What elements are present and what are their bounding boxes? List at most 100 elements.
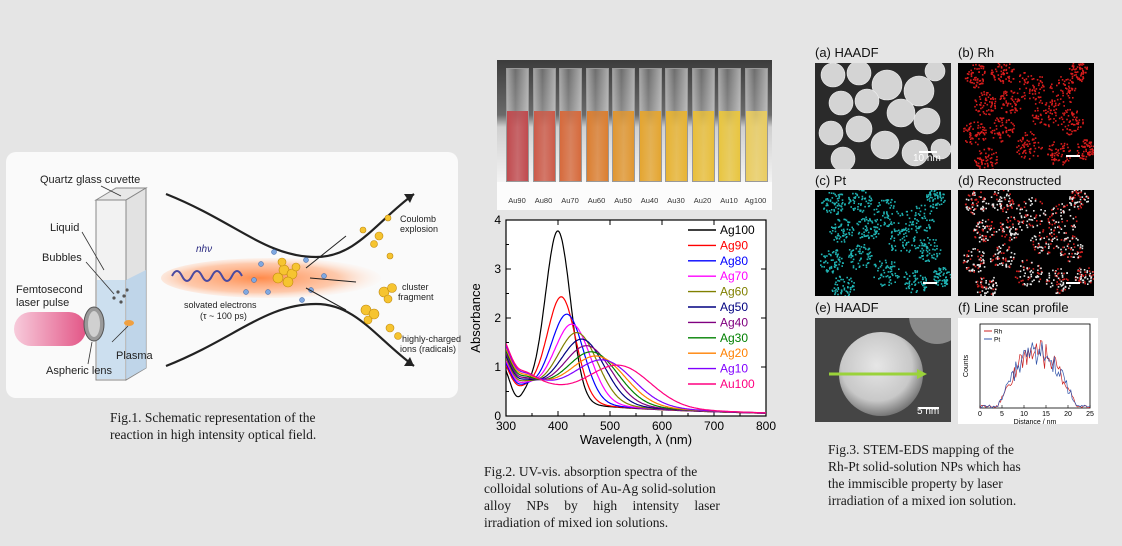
vial-liquid (534, 111, 555, 181)
nanoparticle-map (821, 192, 846, 215)
nanoparticle (847, 63, 871, 85)
y-tick-label: 1 (494, 360, 501, 374)
nanoparticle-map (873, 260, 899, 287)
nanoparticle-map (1030, 227, 1058, 255)
panel-e-label: (e) HAADF (815, 300, 879, 315)
x-tick-label: 5 (1000, 411, 1004, 418)
nanoparticle-map (965, 191, 990, 215)
nanoparticle (831, 147, 855, 169)
y-tick-label: 4 (494, 213, 501, 227)
vial (718, 68, 741, 182)
nanoparticle-map (915, 237, 942, 262)
vial (559, 68, 582, 182)
x-tick-label: 25 (1086, 411, 1094, 418)
nanoparticle (887, 99, 915, 127)
x-tick-label: 0 (978, 411, 982, 418)
fig3-caption-line: Rh-Pt solid-solution NPs which has (828, 458, 1070, 475)
vial-label: Ag100 (741, 196, 771, 205)
y-axis-label: Counts (963, 354, 970, 377)
panel-d-reconstructed (958, 190, 1094, 296)
vial (639, 68, 662, 182)
vial-label: Au60 (582, 196, 612, 205)
nanoparticle-map (1050, 76, 1077, 107)
nanoparticle-map (829, 219, 854, 243)
fig2-caption-line: irradiation of mixed ion solutions. (484, 514, 766, 531)
nanoparticle-map (1069, 190, 1089, 210)
nanoparticle (819, 121, 843, 145)
label-bubbles: Bubbles (42, 252, 82, 264)
nanoparticle-map (990, 117, 1016, 142)
legend-label: Ag30 (720, 331, 748, 345)
nanoparticle-map (965, 64, 986, 89)
vial-liquid (719, 111, 740, 181)
label-laser-pulse: laser pulse (16, 297, 69, 309)
panel-e-haadf: 5 nm (815, 318, 951, 422)
vial-label: Au80 (529, 196, 559, 205)
vial-liquid (587, 111, 608, 181)
x-tick-label: 700 (704, 419, 724, 433)
fig1-caption: Fig.1. Schematic representation of the r… (110, 409, 410, 443)
vial (665, 68, 688, 182)
scale-bar (1066, 155, 1080, 157)
scale-bar-label: 10 nm (913, 153, 941, 164)
vial-liquid (560, 111, 581, 181)
nanoparticle-map (1048, 203, 1078, 234)
vial-liquid (507, 111, 528, 181)
panel-f-line-scan: 0 5 10 15 20 25 Distance / nm Counts Rh Pt (958, 318, 1098, 424)
legend-label: Au100 (720, 377, 755, 391)
vial (506, 68, 529, 182)
vial-label: Au30 (661, 196, 691, 205)
fig1-panel: Quartz glass cuvette Liquid Bubbles Femt… (6, 152, 458, 398)
x-tick-label: 20 (1064, 411, 1072, 418)
label-nhv: nhν (196, 244, 212, 255)
fig1-caption-line: Fig.1. Schematic representation of the (110, 409, 410, 426)
x-axis-label: Distance / nm (1014, 419, 1057, 424)
x-tick-label: 600 (652, 419, 672, 433)
scale-bar (923, 282, 937, 284)
label-fragment: fragment (398, 292, 434, 302)
panel-b-rh (958, 63, 1094, 169)
nanoparticle-map (1016, 197, 1046, 228)
nanoparticle (821, 63, 845, 87)
legend-label: Ag90 (720, 238, 748, 252)
vial (745, 68, 768, 182)
nanoparticle-map (963, 122, 987, 146)
vial-label: Au10 (714, 196, 744, 205)
nanoparticle-map (848, 190, 872, 213)
nanoparticle-map (1016, 131, 1043, 160)
legend-label: Ag40 (720, 315, 748, 329)
legend-label: Ag70 (720, 269, 748, 283)
vial (692, 68, 715, 182)
fig2-caption: Fig.2. UV-vis. absorption spectra of the… (484, 463, 766, 531)
nanoparticle-map (933, 267, 951, 287)
vial-photo: Au90 Au80 Au70 Au60 Au50 Au40 Au30 Au20 Au10 Ag10… (497, 60, 772, 210)
panel-a-label: (a) HAADF (815, 45, 879, 60)
fig1-schematic (6, 152, 458, 398)
nanoparticle-map (848, 244, 873, 270)
legend-label: Ag80 (720, 254, 748, 268)
panel-f-label: (f) Line scan profile (958, 300, 1069, 315)
label-liquid: Liquid (50, 222, 79, 234)
legend-label: Ag60 (720, 285, 748, 299)
legend-label: Ag20 (720, 346, 748, 360)
nanoparticle-map (974, 148, 998, 169)
nanoparticle-map (1046, 268, 1071, 294)
vial (612, 68, 635, 182)
nanoparticle (925, 63, 945, 81)
x-tick-label: 400 (548, 419, 568, 433)
vial-liquid (666, 111, 687, 181)
nanoparticle-map (1000, 90, 1023, 114)
laser-pulse-drawing (14, 307, 104, 346)
vial-label: Au70 (555, 196, 585, 205)
vial-label: Au90 (502, 196, 532, 205)
vial-liquid (613, 111, 634, 181)
vial (533, 68, 556, 182)
nanoparticle-map (974, 91, 996, 116)
x-tick-label: 15 (1042, 411, 1050, 418)
nanoparticle-map (1069, 63, 1088, 82)
panel-d-label: (d) Reconstructed (958, 173, 1061, 188)
nanoparticle-map (905, 205, 935, 234)
nanoparticle-map (1058, 235, 1084, 262)
fig1-caption-line: reaction in high intensity optical field… (110, 426, 410, 443)
label-ions: ions (radicals) (400, 344, 456, 354)
